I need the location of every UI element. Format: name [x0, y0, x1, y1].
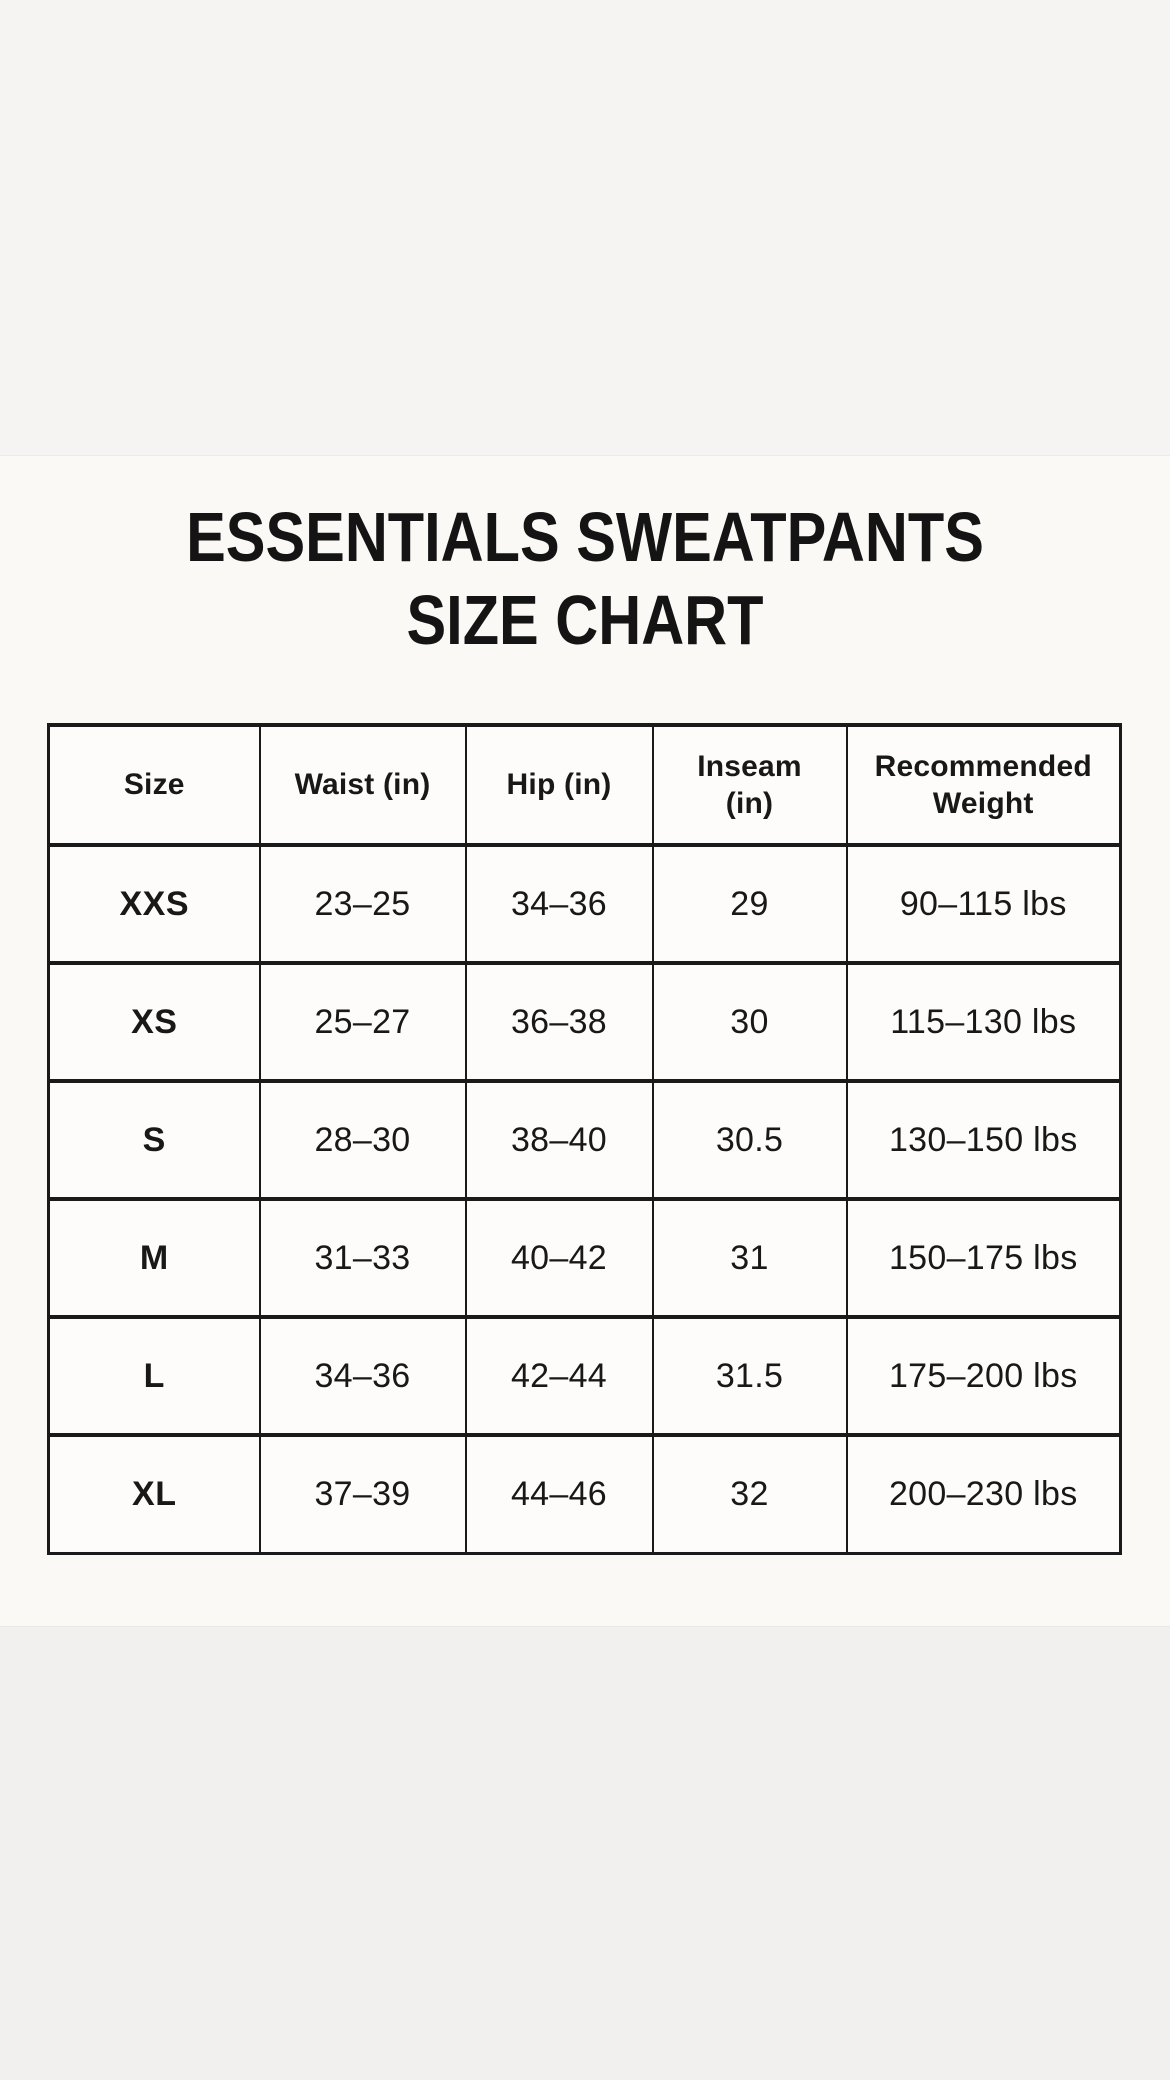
- page-title: ESSENTIALS SWEATPANTS SIZE CHART: [88, 496, 1083, 661]
- table-cell: 42–44: [464, 1315, 653, 1435]
- column-header: Size: [47, 723, 260, 845]
- table-row: XL 37–39 44–46 32 200–230 lbs: [47, 1433, 1121, 1553]
- size-cell: XS: [47, 961, 260, 1081]
- column-header: Hip (in): [464, 723, 653, 845]
- size-cell: XXS: [47, 843, 260, 963]
- table-cell: 29: [651, 843, 847, 963]
- table-cell: 34–36: [464, 843, 653, 963]
- table-cell: 25–27: [258, 961, 466, 1081]
- table-cell: 130–150 lbs: [845, 1079, 1121, 1199]
- size-cell: L: [47, 1315, 260, 1435]
- table-cell: 150–175 lbs: [845, 1197, 1121, 1317]
- table-cell: 36–38: [464, 961, 653, 1081]
- table-cell: 115–130 lbs: [845, 961, 1121, 1081]
- table-row: S 28–30 38–40 30.5 130–150 lbs: [47, 1079, 1121, 1199]
- column-header: Inseam (in): [651, 723, 847, 845]
- table-cell: 31–33: [258, 1197, 466, 1317]
- table-cell: 31.5: [651, 1315, 847, 1435]
- table-cell: 30: [651, 961, 847, 1081]
- table-row: XS 25–27 36–38 30 115–130 lbs: [47, 961, 1121, 1081]
- size-cell: M: [47, 1197, 260, 1317]
- table-cell: 38–40: [464, 1079, 653, 1199]
- table-row: XXS 23–25 34–36 29 90–115 lbs: [47, 843, 1121, 963]
- top-margin-band: [0, 0, 1170, 456]
- table-cell: 37–39: [258, 1433, 466, 1553]
- table-row: L 34–36 42–44 31.5 175–200 lbs: [47, 1315, 1121, 1435]
- table-cell: 175–200 lbs: [845, 1315, 1121, 1435]
- table-cell: 44–46: [464, 1433, 653, 1553]
- table-cell: 23–25: [258, 843, 466, 963]
- table-cell: 40–42: [464, 1197, 653, 1317]
- column-header: Recommended Weight: [845, 723, 1121, 845]
- header-row: Size Waist (in) Hip (in) Inseam (in) Recomme…: [47, 723, 1121, 845]
- table-cell: 30.5: [651, 1079, 847, 1199]
- size-cell: S: [47, 1079, 260, 1199]
- title-line-2: SIZE CHART: [406, 580, 764, 659]
- table-cell: 31: [651, 1197, 847, 1317]
- table-body: XXS 23–25 34–36 29 90–115 lbs XS 25–27 36–38 30 1…: [47, 843, 1121, 1553]
- table-header: Size Waist (in) Hip (in) Inseam (in) Recomme…: [47, 723, 1121, 845]
- bottom-margin-band: [0, 1626, 1170, 2080]
- table-cell: 200–230 lbs: [845, 1433, 1121, 1553]
- table-cell: 34–36: [258, 1315, 466, 1435]
- size-cell: XL: [47, 1433, 260, 1553]
- column-header: Waist (in): [258, 723, 466, 845]
- size-chart-table: Size Waist (in) Hip (in) Inseam (in) Recomme…: [47, 723, 1122, 1555]
- table-row: M 31–33 40–42 31 150–175 lbs: [47, 1197, 1121, 1317]
- table-cell: 28–30: [258, 1079, 466, 1199]
- table-cell: 90–115 lbs: [845, 843, 1121, 963]
- table-cell: 32: [651, 1433, 847, 1553]
- title-line-1: ESSENTIALS SWEATPANTS: [186, 498, 984, 576]
